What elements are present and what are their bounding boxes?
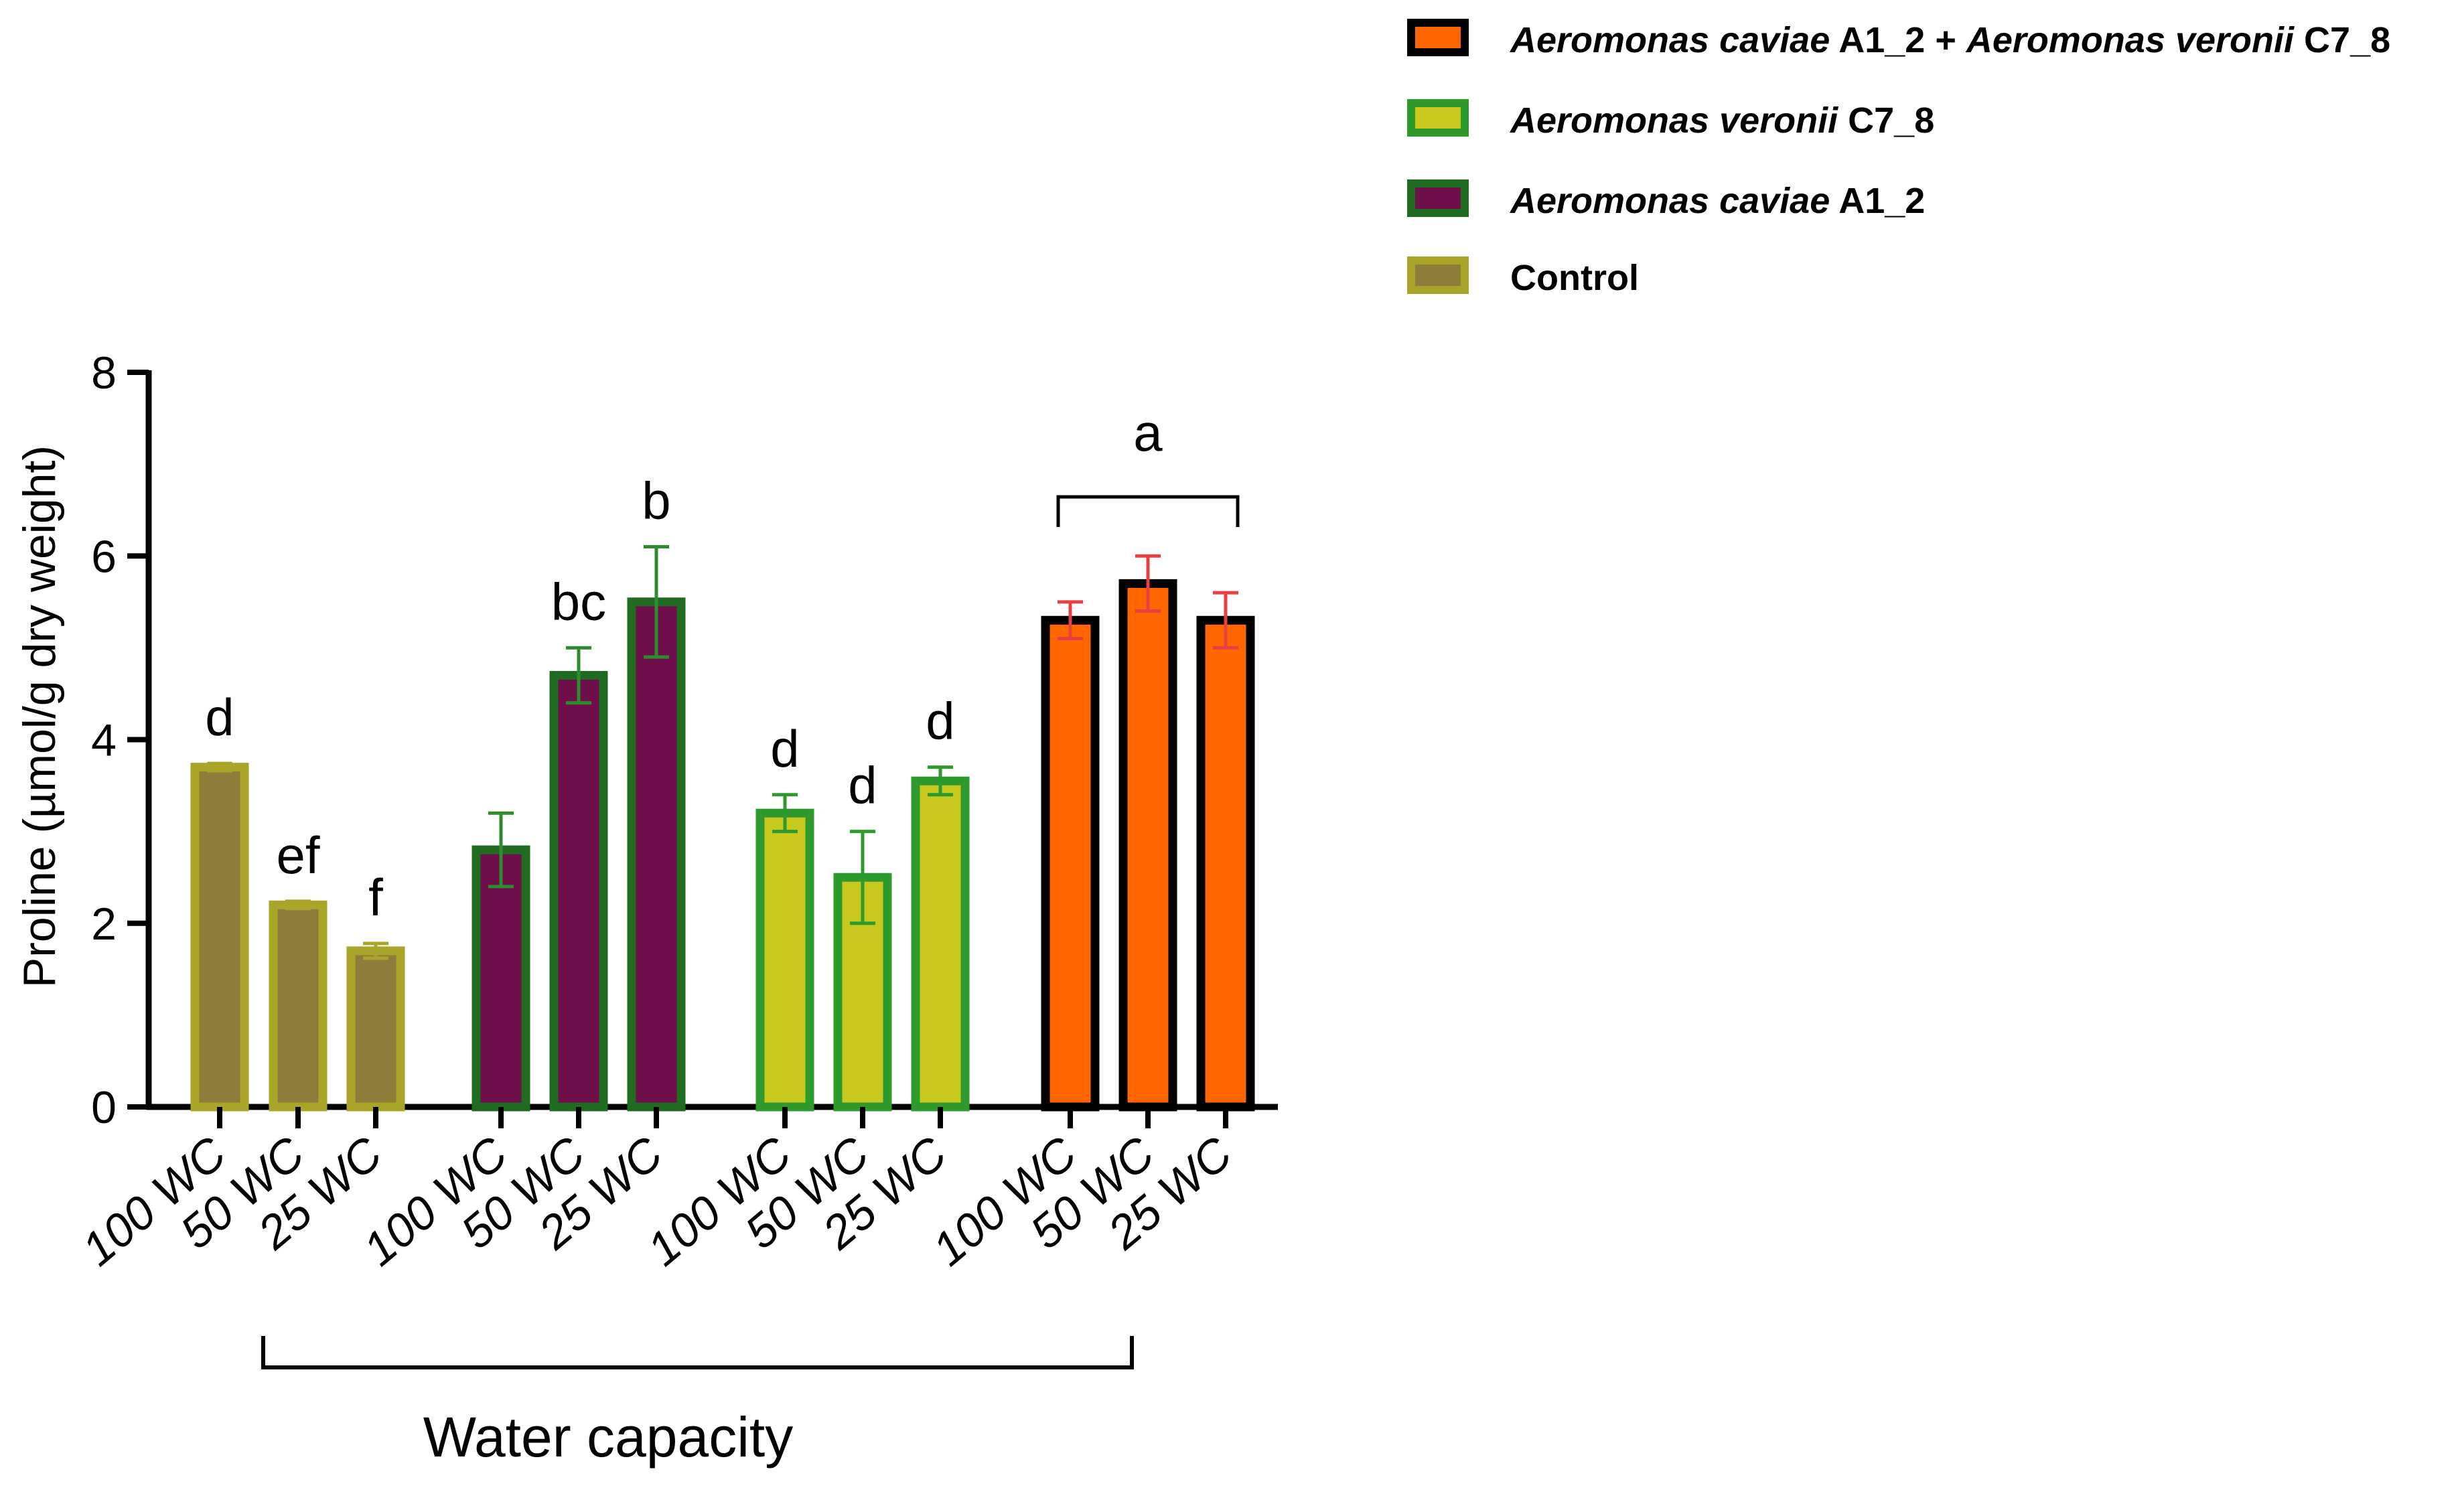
legend-text-part: C7_8	[2294, 20, 2390, 60]
legend: Aeromonas caviae A1_2 + Aeromonas veroni…	[1407, 19, 2390, 298]
significance-letter: d	[848, 756, 877, 815]
legend-text-part: Aeromonas caviae	[1509, 20, 1830, 60]
significance-letter: bc	[551, 572, 606, 631]
bar	[549, 671, 608, 1112]
x-axis-label: Water capacity	[423, 1406, 793, 1469]
legend-swatch	[1407, 19, 1469, 56]
bar	[1041, 615, 1100, 1112]
bar	[269, 900, 328, 1112]
y-tick-label: 2	[91, 899, 117, 950]
legend-entry: Aeromonas caviae A1_2	[1509, 181, 1925, 221]
legend-entry: Control	[1510, 258, 1639, 298]
significance-bracket	[1056, 495, 1240, 527]
significance-letter: d	[926, 692, 954, 751]
bar	[627, 597, 686, 1112]
y-tick-label: 4	[91, 715, 117, 766]
bar	[346, 946, 405, 1112]
significance-letter: b	[642, 471, 670, 530]
bar	[472, 845, 530, 1112]
significance-letter: d	[205, 688, 234, 747]
y-tick-label: 8	[91, 348, 117, 398]
y-tick-label: 0	[91, 1082, 117, 1133]
significance-letter: d	[770, 719, 799, 778]
legend-swatch	[1407, 256, 1469, 294]
legend-swatch	[1407, 179, 1469, 217]
legend-text-part: Aeromonas veronii	[1509, 100, 1838, 141]
legend-text-part: A1_2 +	[1830, 20, 1966, 60]
legend-entry: Aeromonas caviae A1_2 + Aeromonas veroni…	[1509, 20, 2390, 60]
legend-text-part: Aeromonas caviae	[1509, 181, 1830, 221]
legend-entry: Aeromonas veronii C7_8	[1509, 100, 1934, 141]
bar	[1118, 579, 1177, 1112]
bar	[190, 763, 249, 1112]
significance-letter: f	[368, 868, 383, 927]
bracket-letter: a	[1133, 403, 1163, 462]
significance-letter: ef	[276, 826, 319, 885]
water-capacity-bracket	[261, 1336, 1134, 1369]
bar	[755, 808, 814, 1112]
y-tick-label: 6	[91, 531, 117, 582]
legend-swatch	[1407, 99, 1469, 137]
legend-text-part: C7_8	[1838, 100, 1934, 141]
bar	[911, 776, 970, 1112]
legend-text-part: Control	[1510, 258, 1639, 298]
bar	[1196, 615, 1255, 1112]
legend-text-part: A1_2	[1830, 181, 1925, 221]
y-axis-label: Proline (µmol/g dry weight)	[14, 445, 65, 988]
legend-text-part: Aeromonas veronii	[1965, 20, 2295, 60]
